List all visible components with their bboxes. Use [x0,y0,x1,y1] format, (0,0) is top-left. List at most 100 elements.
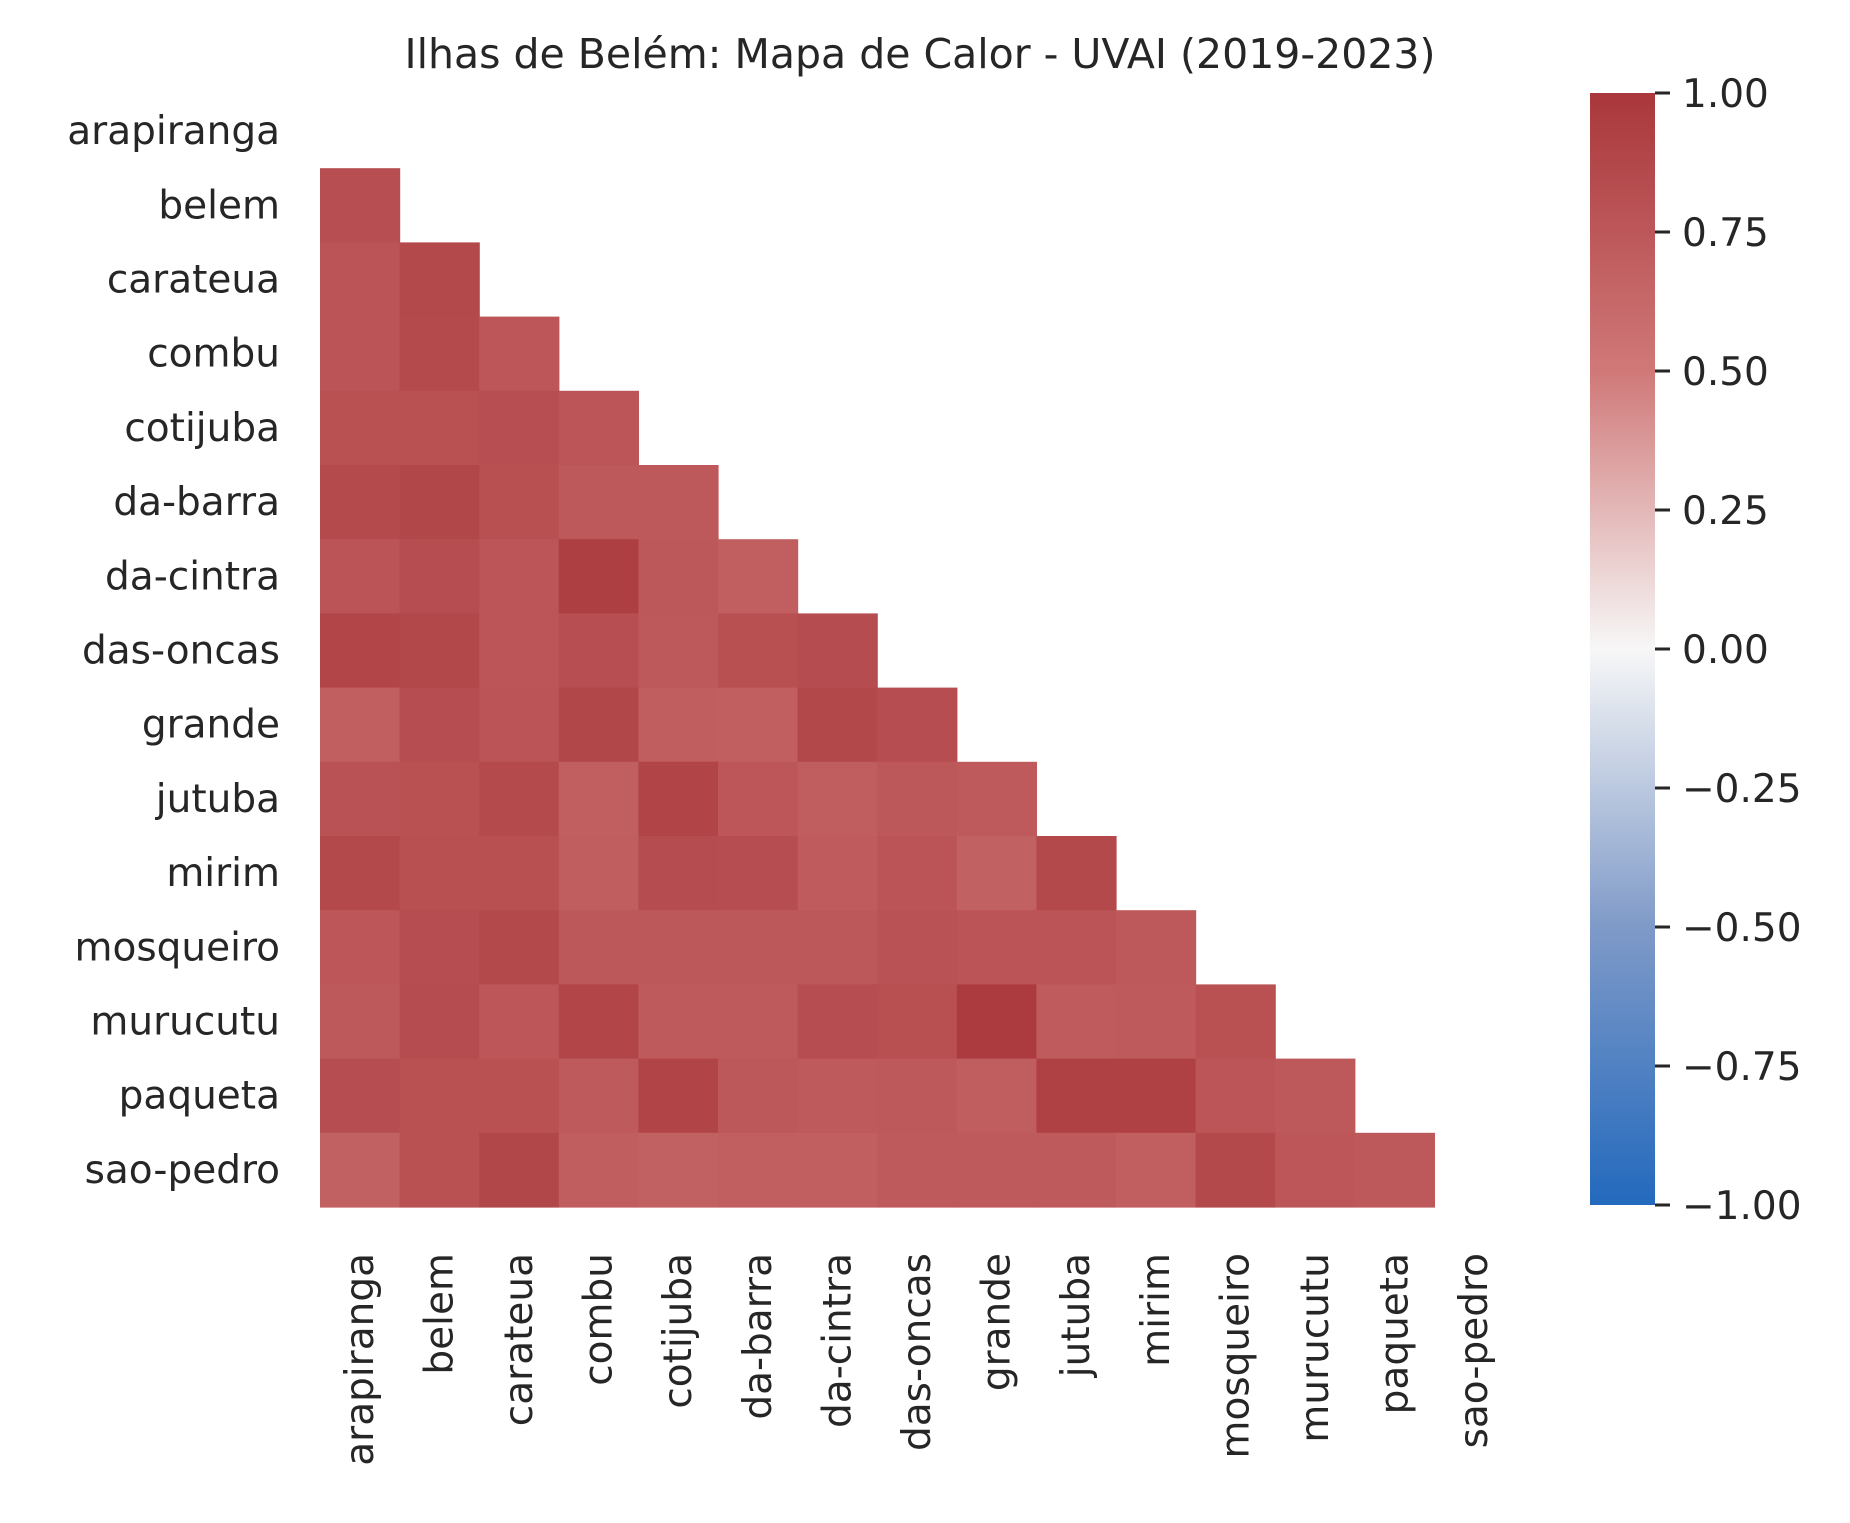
x-tick-label-mirim: mirim [1134,1253,1179,1367]
heatmap-cell-da-barra-cotijuba [638,465,719,540]
heatmap-cell-sao-pedro-da-barra [718,1132,799,1208]
colorbar-gradient [1590,93,1655,1205]
heatmap-cell-mosqueiro-da-barra [718,910,799,985]
y-tick-label-murucutu: murucutu [90,1000,280,1045]
heatmap-cell-murucutu-da-barra [718,984,799,1060]
heatmap-cell-sao-pedro-mirim [1116,1132,1197,1208]
heatmap-cell-combu-belem [399,316,480,392]
x-tick-label-murucutu: murucutu [1293,1253,1338,1443]
y-tick-label-belem: belem [158,183,280,228]
heatmap-cell-murucutu-grande [956,984,1037,1060]
heatmap-cell-murucutu-carateua [479,984,560,1060]
heatmap-cell-jutuba-belem [399,761,480,837]
heatmap-cell-mosqueiro-carateua [479,910,560,985]
colorbar: 1.00 0.75 0.50 0.25 0.00 −0.25 −0.50 −0.75 −1.00 [1590,72,1802,1229]
heatmap-cell-jutuba-combu [558,761,639,837]
heatmap-cell-da-barra-combu [558,465,639,540]
heatmap-cell-jutuba-das-oncas [877,761,958,837]
heatmap-cell-mirim-cotijuba [638,836,719,911]
heatmap-cell-sao-pedro-grande [956,1132,1037,1208]
heatmap-cell-mirim-combu [558,836,639,911]
heatmap-cell-da-cintra-cotijuba [638,539,719,614]
heatmap-cell-carateua-arapiranga [320,242,401,318]
heatmap-cell-murucutu-mosqueiro [1195,984,1276,1060]
y-tick-label-sao-pedro: sao-pedro [85,1148,280,1193]
heatmap-cell-jutuba-cotijuba [638,761,719,837]
heatmap-cell-mosqueiro-mirim [1116,910,1197,985]
heatmap-cell-paqueta-jutuba [1036,1058,1117,1134]
colorbar-tick-label: 0.00 [1682,628,1769,673]
heatmap-cell-mosqueiro-arapiranga [320,910,401,985]
heatmap-cell-da-cintra-da-barra [718,539,799,614]
heatmap-cell-combu-carateua [479,316,560,392]
x-tick-label-da-cintra: da-cintra [815,1253,860,1428]
heatmap-cell-murucutu-combu [558,984,639,1060]
heatmap-cell-grande-belem [399,687,480,763]
x-tick-label-mosqueiro: mosqueiro [1213,1253,1258,1459]
x-tick-label-arapiranga: arapiranga [338,1253,383,1466]
heatmap-cell-jutuba-da-barra [718,761,799,837]
heatmap-cell-sao-pedro-das-oncas [877,1132,958,1208]
heatmap-cell-belem-arapiranga [320,168,401,243]
x-tick-label-belem: belem [417,1253,462,1375]
x-tick-label-grande: grande [975,1253,1020,1391]
heatmap-cell-jutuba-grande [956,761,1037,837]
heatmap-cell-mosqueiro-combu [558,910,639,985]
x-tick-label-das-oncas: das-oncas [895,1253,940,1451]
heatmap-cell-murucutu-das-oncas [877,984,958,1060]
heatmap-cell-cotijuba-belem [399,390,480,466]
heatmap-cell-da-barra-carateua [479,465,560,540]
colorbar-tick-label: −0.25 [1682,767,1802,812]
heatmap-cell-sao-pedro-carateua [479,1132,560,1208]
heatmap-cell-mosqueiro-das-oncas [877,910,958,985]
heatmap-cell-paqueta-cotijuba [638,1058,719,1134]
heatmap-cell-grande-combu [558,687,639,763]
heatmap-cell-sao-pedro-combu [558,1132,639,1208]
colorbar-tick-label: 1.00 [1682,72,1769,117]
heatmap-cell-da-barra-arapiranga [320,465,401,540]
heatmap-cell-cotijuba-arapiranga [320,390,401,466]
heatmap-cell-da-barra-belem [399,465,480,540]
x-tick-label-da-barra: da-barra [736,1253,781,1420]
heatmap-cell-combu-arapiranga [320,316,401,392]
x-tick-labels: arapiranga belem carateua combu cotijuba da-b… [338,1253,1497,1466]
heatmap-cell-mirim-jutuba [1036,836,1117,911]
x-tick-label-carateua: carateua [497,1253,542,1426]
heatmap-cell-das-oncas-da-barra [718,613,799,689]
y-tick-label-cotijuba: cotijuba [124,406,280,451]
heatmap-cell-paqueta-grande [956,1058,1037,1134]
heatmap-cell-paqueta-murucutu [1275,1058,1356,1134]
colorbar-ticks: 1.00 0.75 0.50 0.25 0.00 −0.25 −0.50 −0.75 −1.00 [1655,72,1802,1229]
x-tick-label-paqueta: paqueta [1373,1253,1418,1414]
heatmap-cell-paqueta-da-barra [718,1058,799,1134]
y-tick-label-carateua: carateua [107,258,280,303]
y-tick-label-das-oncas: das-oncas [82,629,280,674]
heatmap-cell-grande-das-oncas [877,687,958,763]
y-tick-label-da-barra: da-barra [113,480,280,525]
heatmap-cell-mosqueiro-belem [399,910,480,985]
x-tick-label-cotijuba: cotijuba [656,1253,701,1409]
heatmap-cell-da-cintra-combu [558,539,639,614]
heatmap-cell-cotijuba-carateua [479,390,560,466]
heatmap-cell-das-oncas-carateua [479,613,560,689]
heatmap-cell-sao-pedro-mosqueiro [1195,1132,1276,1208]
heatmap-cell-paqueta-combu [558,1058,639,1134]
heatmap-cell-das-oncas-combu [558,613,639,689]
heatmap-cell-sao-pedro-paqueta [1354,1132,1435,1208]
y-tick-label-arapiranga: arapiranga [67,109,280,154]
heatmap-cell-mirim-da-cintra [797,836,878,911]
heatmap-cell-da-cintra-belem [399,539,480,614]
heatmap-cell-paqueta-carateua [479,1058,560,1134]
heatmap-cell-sao-pedro-murucutu [1275,1132,1356,1208]
heatmap-cell-mosqueiro-jutuba [1036,910,1117,985]
heatmap-cell-paqueta-belem [399,1058,480,1134]
colorbar-tick-label: −1.00 [1682,1184,1802,1229]
heatmap-cell-da-cintra-arapiranga [320,539,401,614]
heatmap-cell-paqueta-da-cintra [797,1058,878,1134]
heatmap-cell-jutuba-carateua [479,761,560,837]
heatmap-cell-murucutu-mirim [1116,984,1197,1060]
heatmap-cell-mosqueiro-grande [956,910,1037,985]
heatmap-cell-mirim-das-oncas [877,836,958,911]
y-tick-label-mosqueiro: mosqueiro [74,925,280,970]
